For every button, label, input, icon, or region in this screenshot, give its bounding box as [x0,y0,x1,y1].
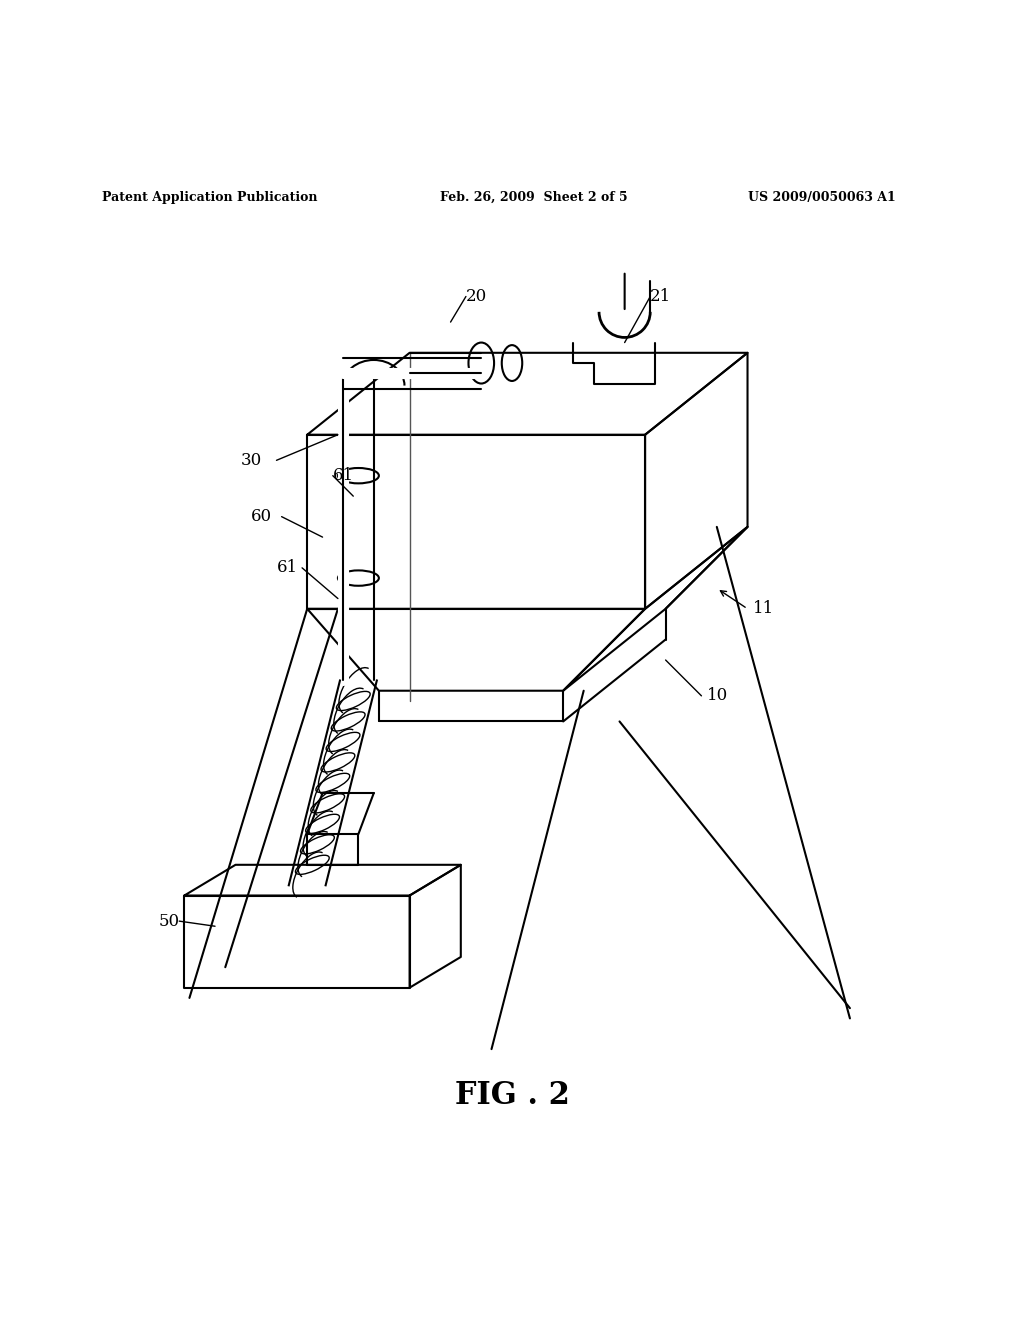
Text: 60: 60 [251,508,272,525]
Text: 30: 30 [241,451,262,469]
Text: Feb. 26, 2009  Sheet 2 of 5: Feb. 26, 2009 Sheet 2 of 5 [440,191,628,205]
Text: US 2009/0050063 A1: US 2009/0050063 A1 [748,191,895,205]
Text: Patent Application Publication: Patent Application Publication [102,191,317,205]
Text: 61: 61 [333,467,354,484]
Text: 10: 10 [707,688,728,705]
Text: FIG . 2: FIG . 2 [455,1080,569,1110]
Text: 50: 50 [159,912,180,929]
Text: 20: 20 [466,288,487,305]
Text: 11: 11 [753,601,774,618]
Text: 21: 21 [650,288,672,305]
Text: 61: 61 [276,560,298,577]
